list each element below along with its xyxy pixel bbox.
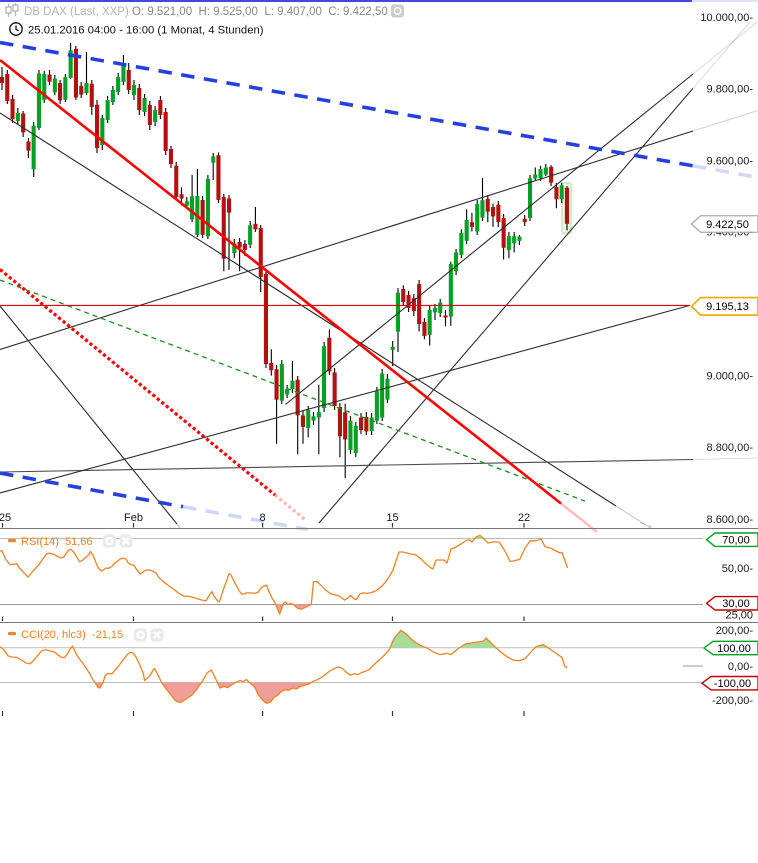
svg-text:100,00: 100,00 — [717, 643, 751, 655]
svg-text:25: 25 — [0, 512, 11, 524]
svg-text:200,00-: 200,00- — [716, 625, 754, 637]
svg-text:9.000,00-: 9.000,00- — [707, 370, 754, 382]
svg-text:22: 22 — [518, 512, 530, 524]
svg-text:9.422,50: 9.422,50 — [706, 219, 749, 231]
svg-text:10.000,00-: 10.000,00- — [700, 12, 753, 24]
svg-text:8.600,00-: 8.600,00- — [707, 514, 754, 526]
svg-text:25,00: 25,00 — [725, 609, 753, 621]
svg-text:RSI(14) 51,66: RSI(14) 51,66 — [21, 536, 93, 548]
svg-text:CCI(20, hlc3) -21,15: CCI(20, hlc3) -21,15 — [21, 629, 123, 641]
svg-text:Feb: Feb — [124, 512, 143, 524]
svg-text:25.01.2016 04:00 - 16:00 (1 Mo: 25.01.2016 04:00 - 16:00 (1 Monat, 4 Stu… — [28, 25, 264, 37]
svg-text:50,00-: 50,00- — [722, 563, 754, 575]
svg-text:15: 15 — [386, 512, 398, 524]
svg-text:0,00-: 0,00- — [728, 661, 753, 673]
svg-text:O: 9.521,00 H: 9.525,00 L: 9: O: 9.521,00 H: 9.525,00 L: 9.407,00 C: 9… — [132, 6, 388, 18]
svg-text:9.800,00-: 9.800,00- — [707, 84, 754, 96]
svg-text:-100,00: -100,00 — [714, 678, 751, 690]
svg-text:8: 8 — [260, 512, 266, 524]
svg-text:-200,00-: -200,00- — [712, 695, 753, 707]
svg-text:DB DAX (Last, XXP): DB DAX (Last, XXP) — [24, 6, 129, 18]
svg-text:8.800,00-: 8.800,00- — [707, 442, 754, 454]
svg-text:9.195,13: 9.195,13 — [706, 301, 749, 313]
svg-text:9.600,00-: 9.600,00- — [707, 155, 754, 167]
svg-text:70,00: 70,00 — [722, 535, 750, 547]
